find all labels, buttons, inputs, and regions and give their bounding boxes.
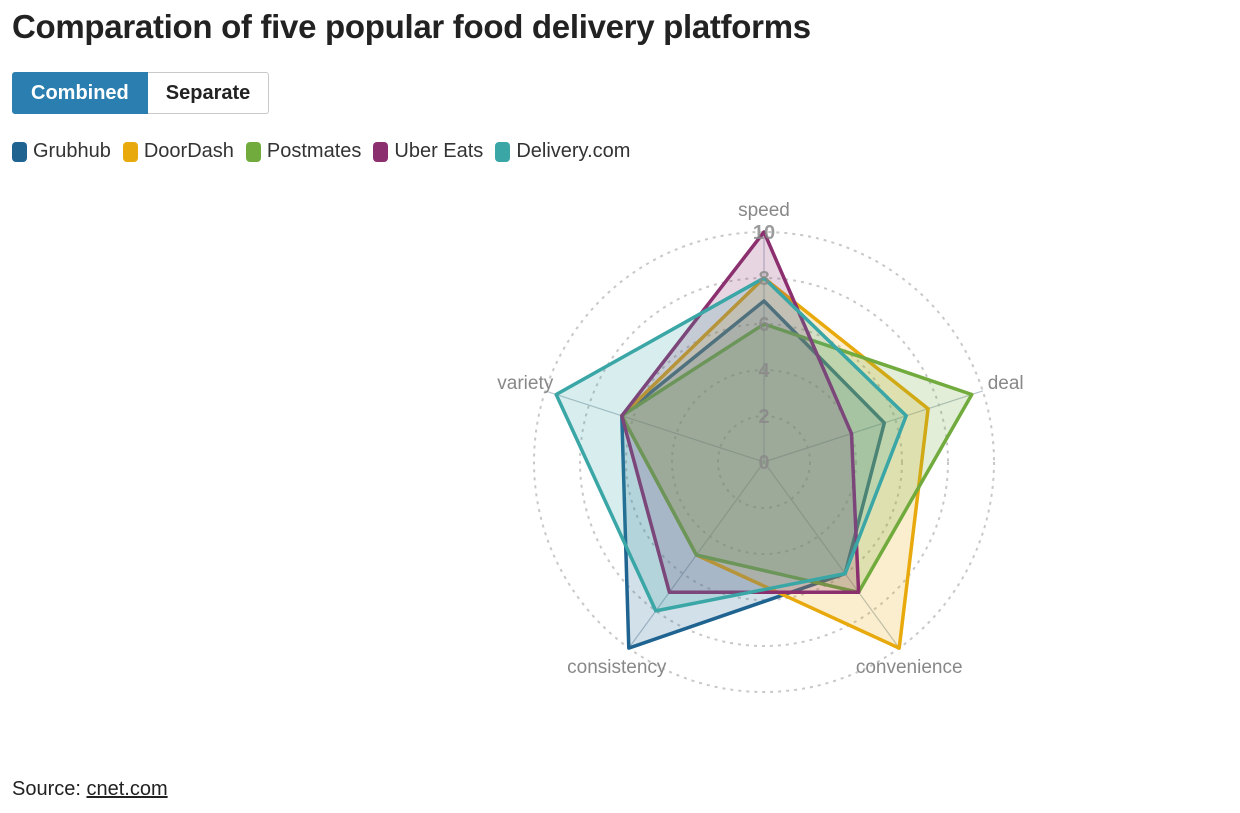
view-toggle: Combined Separate: [12, 72, 270, 114]
series-polygon: [620, 299, 887, 650]
legend-item[interactable]: Postmates: [245, 140, 362, 163]
legend-swatch: [12, 141, 27, 162]
series-polygon: [620, 322, 974, 595]
legend-label: Delivery.com: [516, 140, 631, 162]
legend-label: Grubhub: [33, 140, 111, 162]
radar-spoke: [763, 390, 983, 463]
separate-button[interactable]: Separate: [147, 72, 270, 114]
legend-swatch: [245, 141, 261, 162]
source-note: Source: cnet.com: [12, 778, 168, 801]
radar-series: [554, 230, 974, 650]
legend-label: DoorDash: [143, 140, 234, 162]
radar-gridline: [533, 231, 995, 693]
r-tick-label: 8: [758, 268, 769, 290]
legend-swatch: [122, 141, 138, 162]
legend-item[interactable]: Delivery.com: [495, 140, 630, 163]
series-polygon: [554, 276, 908, 613]
legend: Grubhub DoorDash Postmates Uber Eats Deliver…: [12, 140, 642, 163]
r-tick-label: 10: [753, 222, 775, 244]
legend-item[interactable]: Uber Eats: [373, 140, 483, 163]
legend-item[interactable]: DoorDash: [122, 140, 234, 163]
legend-swatch: [373, 141, 389, 162]
axis-label: deal: [988, 373, 1024, 394]
legend-swatch: [495, 141, 511, 162]
axis-label: speed: [738, 200, 790, 221]
radar-spoke: [545, 390, 765, 463]
r-tick-label: 6: [758, 314, 769, 336]
source-prefix: Source:: [12, 778, 87, 800]
axis-label: consistency: [567, 657, 667, 678]
combined-button[interactable]: Combined: [12, 72, 148, 114]
r-tick-label: 2: [758, 406, 769, 428]
legend-label: Uber Eats: [394, 140, 484, 162]
series-polygon: [620, 230, 861, 595]
r-tick-label: 4: [758, 360, 770, 382]
legend-item[interactable]: Grubhub: [12, 140, 111, 163]
axis-label: convenience: [856, 657, 963, 678]
chart-title: Comparation of five popular food deliver…: [12, 8, 811, 45]
legend-label: Postmates: [266, 140, 362, 162]
r-tick-label: 0: [758, 452, 769, 474]
radar-spoke: [763, 461, 900, 649]
source-link[interactable]: cnet.com: [86, 778, 168, 800]
axis-label: variety: [497, 373, 553, 394]
